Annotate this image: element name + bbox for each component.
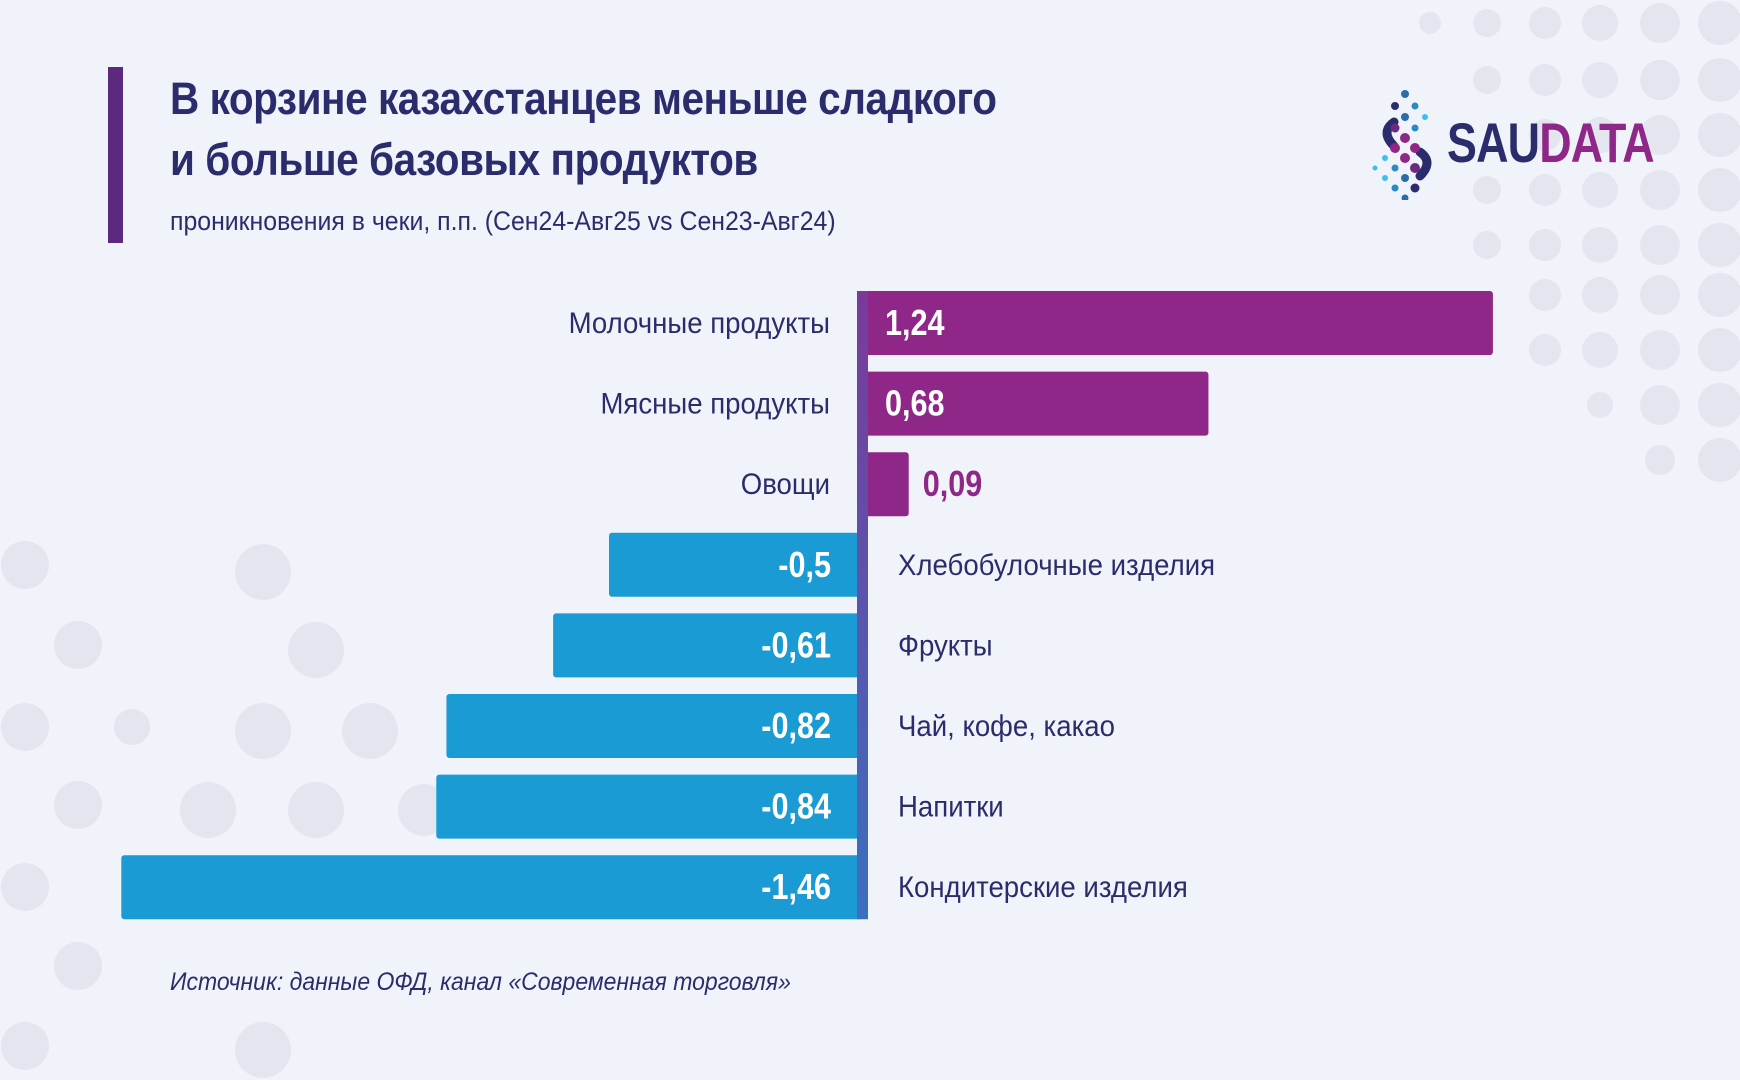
decorative-dot: [1698, 223, 1740, 267]
value-label: 1,24: [885, 304, 945, 344]
value-label: 0,09: [923, 465, 983, 505]
decorative-dot: [1640, 115, 1680, 155]
bar-2: [863, 452, 909, 517]
decorative-dot: [1640, 60, 1680, 100]
value-label: 0,68: [885, 384, 945, 424]
category-label: Овощи: [741, 468, 830, 501]
decorative-dot: [1640, 385, 1680, 425]
category-label: Кондитерские изделия: [898, 871, 1188, 904]
decorative-dot: [1, 863, 49, 911]
bar-0: [863, 291, 1493, 355]
subtitle: проникновения в чеки, п.п. (Сен24-Авг25 …: [170, 206, 836, 236]
decorative-dot: [235, 1022, 291, 1078]
decorative-dot: [1587, 392, 1613, 418]
decorative-dot: [114, 709, 150, 745]
logo-text-data: DATA: [1539, 111, 1654, 174]
decorative-dot: [54, 781, 102, 829]
decorative-dot: [1698, 58, 1740, 102]
value-label: -0,5: [778, 546, 831, 586]
decorative-dot: [1529, 7, 1561, 39]
decorative-dot: [1645, 445, 1675, 475]
decorative-dot: [1698, 438, 1740, 482]
decorative-dot: [1698, 328, 1740, 372]
title-line-2: и больше базовых продуктов: [170, 134, 758, 185]
saudata-logo: SAUDATA: [1372, 90, 1655, 202]
decorative-dot: [1529, 119, 1561, 151]
decorative-dot: [54, 621, 102, 669]
decorative-dot: [1582, 172, 1618, 208]
decorative-dot: [1529, 279, 1561, 311]
logo-text: SAUDATA: [1447, 110, 1655, 175]
category-label: Молочные продукты: [569, 307, 830, 340]
value-label: -1,46: [761, 868, 831, 908]
decorative-dot: [342, 703, 398, 759]
decorative-dot: [288, 622, 344, 678]
decorative-dot: [1473, 9, 1501, 37]
decorative-dot: [1640, 225, 1680, 265]
category-label: Хлебобулочные изделия: [898, 549, 1215, 582]
decorative-dot: [1582, 117, 1618, 153]
bar-4: [553, 613, 863, 678]
value-label: -0,61: [761, 626, 831, 666]
decorative-dot: [235, 703, 291, 759]
decorative-dot: [180, 782, 236, 838]
decorative-dot: [54, 942, 102, 990]
decorative-dot: [1640, 3, 1680, 43]
decorative-dot: [1698, 1, 1740, 45]
decorative-dot: [1473, 231, 1501, 259]
decorative-dot: [1473, 176, 1501, 204]
decorative-dot: [1640, 330, 1680, 370]
bar-5: [446, 694, 863, 758]
decorative-dot: [1, 541, 49, 589]
bar-3: [609, 532, 863, 597]
decorative-dot: [1529, 334, 1561, 366]
decorative-dot: [1582, 5, 1618, 41]
decorative-dot: [1, 703, 49, 751]
decorative-dot: [1582, 62, 1618, 98]
decorative-dot: [1582, 227, 1618, 263]
decorative-dot: [1640, 275, 1680, 315]
category-label: Мясные продукты: [600, 388, 830, 421]
page-title: В корзине казахстанцев меньше сладкого и…: [170, 68, 997, 190]
category-label: Напитки: [898, 791, 1004, 824]
decorative-dot: [1, 1022, 49, 1070]
decorative-dot: [1582, 332, 1618, 368]
decorative-dot: [1529, 174, 1561, 206]
logo-text-sau: SAU: [1447, 111, 1540, 174]
bar-7: [121, 855, 863, 920]
bar-6: [436, 774, 863, 839]
decorative-dot: [1698, 168, 1740, 212]
bar-1: [863, 371, 1209, 436]
title-line-1: В корзине казахстанцев меньше сладкого: [170, 73, 997, 124]
decorative-dot: [1419, 12, 1441, 34]
decorative-dot: [1640, 170, 1680, 210]
decorative-dot: [1698, 273, 1740, 317]
decorative-dot: [1529, 229, 1561, 261]
decorative-dot: [1529, 64, 1561, 96]
decorative-dot: [288, 782, 344, 838]
decorative-dot: [1698, 113, 1740, 157]
decorative-dot: [235, 544, 291, 600]
decorative-dot: [1582, 277, 1618, 313]
category-label: Чай, кофе, какао: [898, 710, 1115, 743]
decorative-dot: [1473, 66, 1501, 94]
source-note: Источник: данные ОФД, канал «Современная…: [170, 968, 791, 996]
value-label: -0,82: [761, 707, 831, 747]
category-label: Фрукты: [898, 629, 993, 662]
title-accent-bar: [108, 67, 123, 243]
decorative-dot: [1698, 383, 1740, 427]
zero-axis: [857, 291, 868, 920]
value-label: -0,84: [761, 787, 831, 827]
logo-mark-icon: [1372, 90, 1432, 202]
